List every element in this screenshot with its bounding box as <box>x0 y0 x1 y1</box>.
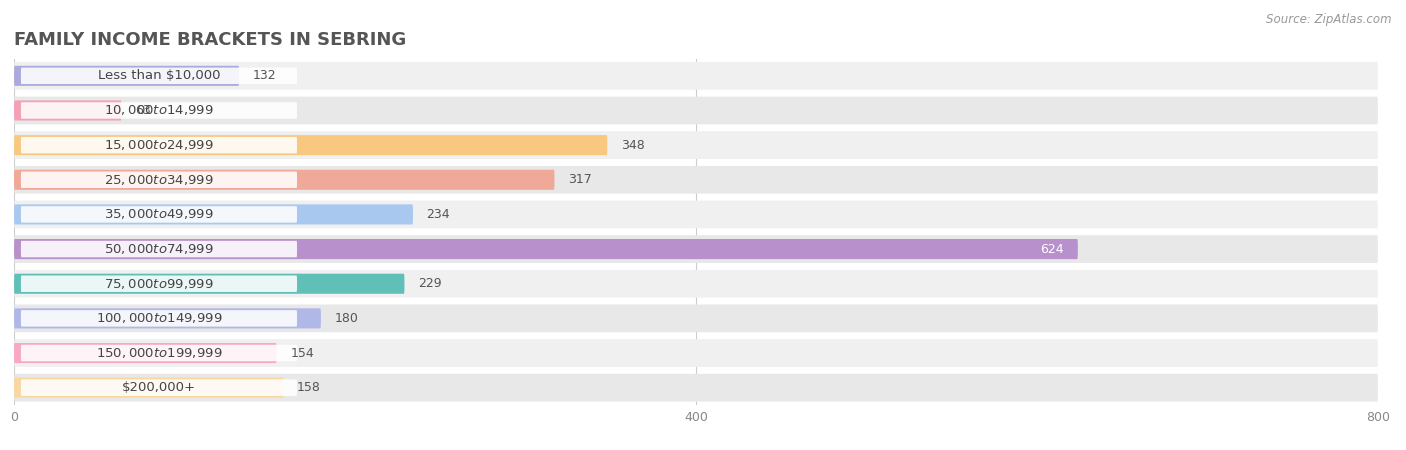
FancyBboxPatch shape <box>21 137 297 153</box>
FancyBboxPatch shape <box>14 378 284 398</box>
FancyBboxPatch shape <box>21 345 297 361</box>
FancyBboxPatch shape <box>21 379 297 396</box>
Text: 317: 317 <box>568 173 592 186</box>
FancyBboxPatch shape <box>21 310 297 327</box>
Text: $15,000 to $24,999: $15,000 to $24,999 <box>104 138 214 152</box>
FancyBboxPatch shape <box>14 135 607 155</box>
Text: 348: 348 <box>621 139 645 152</box>
FancyBboxPatch shape <box>21 102 297 119</box>
Text: FAMILY INCOME BRACKETS IN SEBRING: FAMILY INCOME BRACKETS IN SEBRING <box>14 31 406 49</box>
FancyBboxPatch shape <box>14 305 1378 332</box>
FancyBboxPatch shape <box>14 66 239 86</box>
Text: $150,000 to $199,999: $150,000 to $199,999 <box>96 346 222 360</box>
Text: $200,000+: $200,000+ <box>122 381 195 394</box>
FancyBboxPatch shape <box>21 275 297 292</box>
FancyBboxPatch shape <box>14 131 1378 159</box>
FancyBboxPatch shape <box>14 343 277 363</box>
FancyBboxPatch shape <box>21 206 297 223</box>
Text: $50,000 to $74,999: $50,000 to $74,999 <box>104 242 214 256</box>
FancyBboxPatch shape <box>14 235 1378 263</box>
Text: $100,000 to $149,999: $100,000 to $149,999 <box>96 311 222 325</box>
FancyBboxPatch shape <box>21 241 297 257</box>
Text: 158: 158 <box>297 381 321 394</box>
Text: 63: 63 <box>135 104 150 117</box>
Text: $25,000 to $34,999: $25,000 to $34,999 <box>104 173 214 187</box>
FancyBboxPatch shape <box>21 68 297 84</box>
Text: 234: 234 <box>426 208 450 221</box>
FancyBboxPatch shape <box>21 171 297 188</box>
FancyBboxPatch shape <box>14 170 554 190</box>
FancyBboxPatch shape <box>14 374 1378 401</box>
FancyBboxPatch shape <box>14 100 121 121</box>
Text: 624: 624 <box>1040 243 1064 256</box>
Text: 154: 154 <box>290 346 314 360</box>
Text: $10,000 to $14,999: $10,000 to $14,999 <box>104 104 214 117</box>
Text: $35,000 to $49,999: $35,000 to $49,999 <box>104 207 214 221</box>
FancyBboxPatch shape <box>14 204 413 225</box>
Text: Source: ZipAtlas.com: Source: ZipAtlas.com <box>1267 14 1392 27</box>
FancyBboxPatch shape <box>14 201 1378 228</box>
Text: 180: 180 <box>335 312 359 325</box>
FancyBboxPatch shape <box>14 308 321 328</box>
FancyBboxPatch shape <box>14 239 1078 259</box>
FancyBboxPatch shape <box>14 62 1378 90</box>
FancyBboxPatch shape <box>14 97 1378 124</box>
Text: 229: 229 <box>418 277 441 290</box>
Text: 132: 132 <box>253 69 277 82</box>
Text: $75,000 to $99,999: $75,000 to $99,999 <box>104 277 214 291</box>
FancyBboxPatch shape <box>14 270 1378 297</box>
FancyBboxPatch shape <box>14 339 1378 367</box>
Text: Less than $10,000: Less than $10,000 <box>97 69 221 82</box>
FancyBboxPatch shape <box>14 166 1378 194</box>
FancyBboxPatch shape <box>14 274 405 294</box>
